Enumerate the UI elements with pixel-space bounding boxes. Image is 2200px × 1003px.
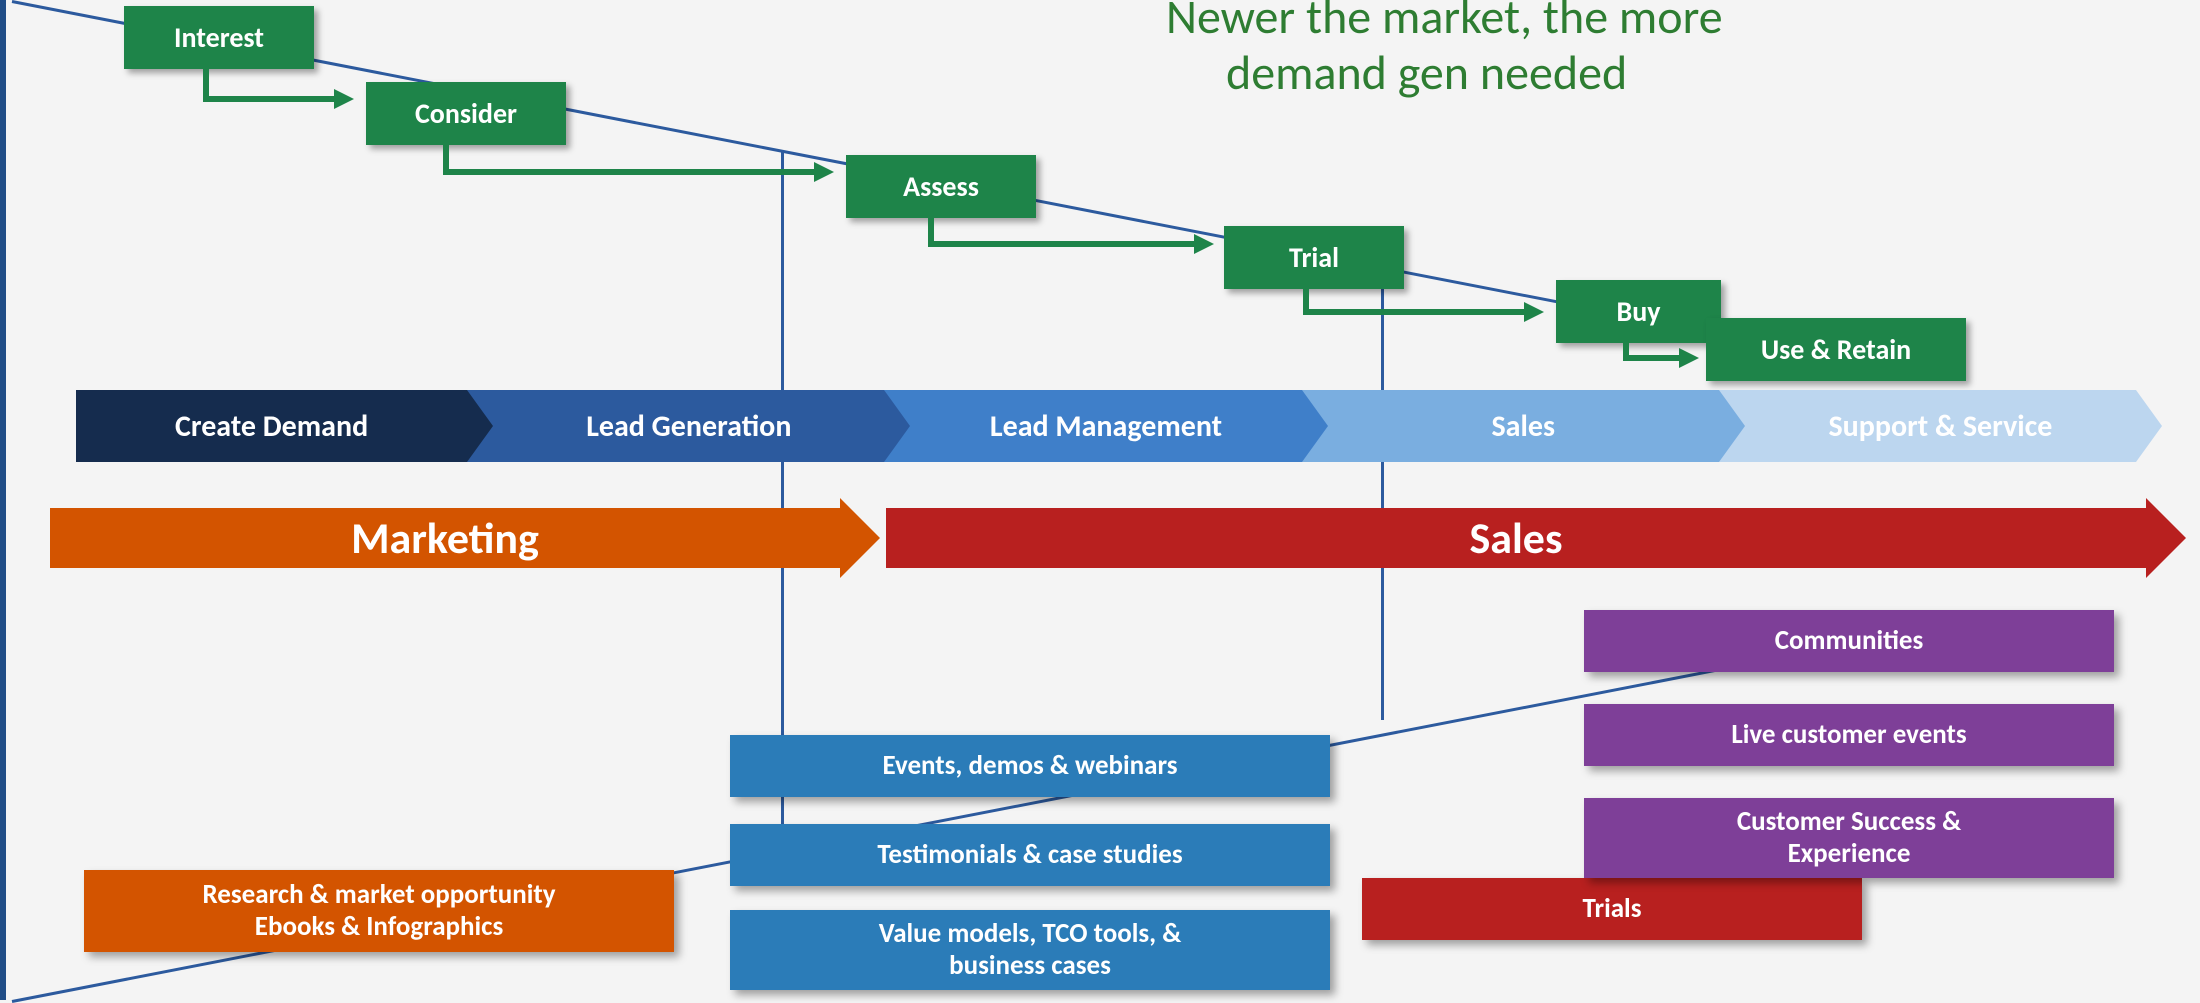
stage-use-retain: Use & Retain bbox=[1706, 318, 1966, 381]
box-value-models: Value models, TCO tools, &business cases bbox=[730, 910, 1330, 990]
box-customer-success-label: Customer Success &Experience bbox=[1737, 806, 1961, 871]
chevron-lead-management: Lead Management bbox=[884, 390, 1301, 462]
arrow-buy-use bbox=[1616, 336, 1711, 381]
title-line-2: demand gen needed bbox=[1226, 44, 1627, 102]
arrow-consider-assess bbox=[436, 142, 846, 202]
stage-buy: Buy bbox=[1556, 280, 1721, 343]
big-arrow-sales: Sales bbox=[886, 508, 2146, 568]
box-customer-success: Customer Success &Experience bbox=[1584, 798, 2114, 878]
stage-trial: Trial bbox=[1224, 226, 1404, 289]
box-testimonials: Testimonials & case studies bbox=[730, 824, 1330, 886]
diagram-container: Newer the market, the more demand gen ne… bbox=[0, 0, 2200, 1000]
box-research-ebooks-label: Research & market opportunityEbooks & In… bbox=[202, 879, 555, 944]
box-value-models-label: Value models, TCO tools, &business cases bbox=[879, 918, 1182, 983]
arrow-trial-buy bbox=[1296, 284, 1556, 339]
stage-consider: Consider bbox=[366, 82, 566, 145]
chevron-create-demand: Create Demand bbox=[76, 390, 467, 462]
chevron-sales: Sales bbox=[1302, 390, 1719, 462]
chevron-support-service: Support & Service bbox=[1719, 390, 2136, 462]
box-live-events: Live customer events bbox=[1584, 704, 2114, 766]
box-research-ebooks: Research & market opportunityEbooks & In… bbox=[84, 870, 674, 952]
stage-assess: Assess bbox=[846, 155, 1036, 218]
box-events-demos: Events, demos & webinars bbox=[730, 735, 1330, 797]
chevron-lead-generation: Lead Generation bbox=[467, 390, 884, 462]
stage-interest: Interest bbox=[124, 6, 314, 69]
big-arrow-row: Marketing Sales bbox=[50, 498, 2170, 578]
box-trials: Trials bbox=[1362, 878, 1862, 940]
box-communities: Communities bbox=[1584, 610, 2114, 672]
arrow-interest-consider bbox=[196, 64, 366, 124]
process-chevron-row: Create Demand Lead Generation Lead Manag… bbox=[76, 390, 2136, 462]
big-arrow-marketing: Marketing bbox=[50, 508, 840, 568]
title-line-1: Newer the market, the more bbox=[1166, 0, 1723, 46]
arrow-assess-trial bbox=[921, 214, 1226, 274]
